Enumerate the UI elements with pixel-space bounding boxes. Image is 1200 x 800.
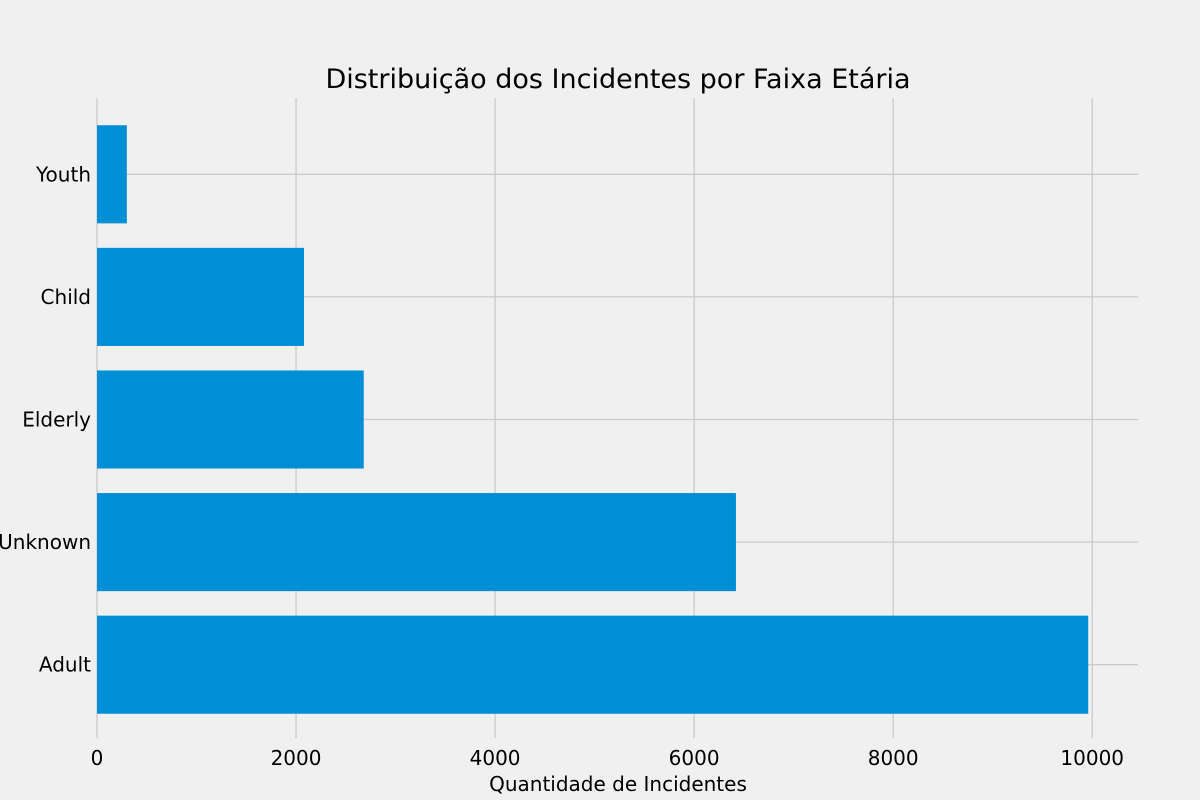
x-tick-label: 0 [91, 746, 104, 770]
y-tick-label: Child [41, 285, 91, 309]
y-axis-tick-labels: Adult Unknown Elderly Child Youth [0, 162, 91, 676]
chart-title: Distribuição dos Incidentes por Faixa Et… [325, 64, 910, 95]
y-tick-label: Elderly [22, 408, 91, 432]
bar-unknown [97, 493, 736, 592]
bar-elderly [97, 370, 364, 469]
bar-youth [97, 125, 127, 224]
bar-child [97, 247, 305, 346]
bar-adult [97, 615, 1089, 714]
y-tick-label: Unknown [0, 530, 91, 554]
y-tick-label: Youth [35, 162, 91, 186]
x-tick-label: 6000 [669, 746, 720, 770]
x-tick-label: 2000 [271, 746, 322, 770]
x-tick-label: 10000 [1060, 746, 1124, 770]
y-tick-label: Adult [39, 653, 91, 677]
x-axis-label: Quantidade de Incidentes [489, 772, 747, 796]
x-tick-label: 8000 [868, 746, 919, 770]
x-tick-label: 4000 [470, 746, 521, 770]
bar-series [97, 125, 1089, 714]
x-axis-tick-labels: 0 2000 4000 6000 8000 10000 [91, 746, 1124, 770]
